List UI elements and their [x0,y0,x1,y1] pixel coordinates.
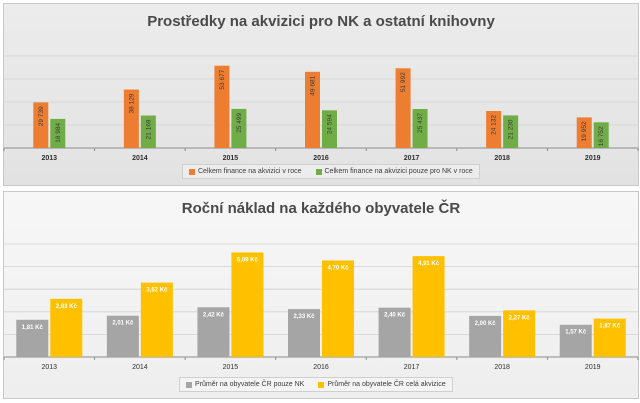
x-tick-label-2019: 2019 [585,155,601,162]
data-label-nk-only-2018: 21 230 [508,119,515,139]
funding-chart-plot: 29 739 18 984 2013 38 129 21 169 2014 53 677 25… [3,55,639,162]
x-tick-label-2019: 2019 [585,364,601,371]
data-label-total-2019: 19 952 [581,121,588,141]
legend-label-total: Celkem finance na akvizici v roce [198,168,302,175]
bar-nk-only-2018 [503,115,519,148]
bar-nk-per-capita-2013 [16,319,49,357]
x-tick-label-2017: 2017 [404,155,420,162]
data-label-all-per-capita-2013: 2,83 Kč [56,304,78,310]
x-tick-label-2017: 2017 [404,364,420,371]
data-label-all-per-capita-2018: 2,27 Kč [509,315,531,321]
data-label-all-per-capita-2014: 3,62 Kč [146,288,168,294]
data-label-total-2013: 29 739 [38,106,45,126]
legend-item-nk-only: Celkem finance na akvizici pouze pro NK … [315,168,473,175]
data-label-nk-per-capita-2017: 2,40 Kč [384,313,406,319]
data-label-all-per-capita-2019: 1,87 Kč [599,324,621,330]
data-label-nk-only-2019: 16 752 [598,126,605,146]
bar-nk-only-2016 [322,110,337,148]
bar-nk-per-capita-2015 [197,307,230,357]
bar-nk-only-2019 [593,122,609,148]
bar-all-per-capita-2015 [231,252,264,357]
x-tick-label-2016: 2016 [313,155,329,162]
x-tick-label-2015: 2015 [223,364,239,371]
bar-nk-per-capita-2016 [288,309,320,357]
bar-nk-only-2014 [140,115,156,148]
bar-nk-per-capita-2014 [106,315,139,357]
funding-chart-title: Prostředky na akvizici pro NK a ostatní … [147,13,495,30]
bar-all-per-capita-2017 [412,256,445,357]
bar-total-2017 [395,68,411,148]
data-label-nk-per-capita-2019: 1,57 Kč [565,330,587,336]
x-tick-label-2018: 2018 [494,155,510,162]
bar-all-per-capita-2014 [140,282,173,357]
data-label-total-2017: 51 992 [400,72,407,92]
bar-all-per-capita-2018 [503,310,536,357]
data-label-nk-per-capita-2015: 2,42 Kč [203,312,225,318]
data-label-all-per-capita-2017: 4,91 Kč [418,261,440,267]
data-label-nk-only-2014: 21 169 [145,119,152,139]
data-label-nk-per-capita-2014: 2,01 Kč [112,321,134,327]
bar-total-2018 [486,110,502,148]
bar-all-per-capita-2016 [322,260,354,357]
bar-all-per-capita-2019 [593,318,626,357]
bar-nk-per-capita-2017 [378,307,411,357]
bar-total-2015 [214,65,230,148]
data-label-total-2016: 49 681 [310,75,317,95]
funding-chart-legend: Celkem finance na akvizici v roce Celkem… [182,164,480,179]
x-tick-label-2015: 2015 [223,155,239,162]
legend-label-nk-only: Celkem finance na akvizici pouze pro NK … [324,168,473,175]
bar-total-2013 [33,102,49,148]
data-label-nk-per-capita-2016: 2,33 Kč [293,314,315,320]
bar-total-2016 [305,71,320,148]
data-label-nk-per-capita-2013: 1,81 Kč [22,325,44,331]
data-label-nk-only-2013: 18 984 [55,123,62,143]
data-label-total-2015: 53 677 [219,69,226,89]
x-tick-label-2013: 2013 [41,364,57,371]
x-tick-label-2014: 2014 [132,155,148,162]
bar-nk-per-capita-2019 [559,324,592,357]
legend-label-all-per-capita: Průměr na obyvatele ČR celá akvizice [327,381,446,388]
data-label-nk-only-2015: 25 499 [236,113,243,133]
x-tick-label-2013: 2013 [41,155,57,162]
data-label-nk-per-capita-2018: 2,00 Kč [475,321,497,327]
bar-nk-only-2015 [231,108,247,148]
per-capita-chart-title: Roční náklad na každého obyvatele ČR [181,200,461,217]
per-capita-chart-panel: Roční náklad na každého obyvatele ČR 1,8… [3,191,639,399]
data-label-nk-only-2016: 24 594 [327,114,334,134]
bar-nk-only-2013 [50,118,66,148]
bar-total-2019 [576,117,592,148]
legend-swatch-all-per-capita [318,381,325,388]
data-label-total-2018: 24 132 [491,115,498,135]
legend-label-nk-per-capita: Průměr na obyvatele ČR pouze NK [195,381,305,388]
per-capita-chart-legend: Průměr na obyvatele ČR pouze NK Průměr n… [179,377,453,392]
data-label-all-per-capita-2015: 5,09 Kč [237,257,259,263]
legend-item-nk-per-capita: Průměr na obyvatele ČR pouze NK [186,381,304,388]
legend-swatch-nk-only [315,168,322,175]
x-tick-label-2014: 2014 [132,364,148,371]
data-label-all-per-capita-2016: 4,70 Kč [327,265,349,271]
bar-all-per-capita-2013 [50,298,83,357]
x-tick-label-2016: 2016 [313,364,329,371]
x-tick-label-2018: 2018 [494,364,510,371]
legend-swatch-total [189,168,195,175]
legend-item-all-per-capita: Průměr na obyvatele ČR celá akvizice [318,381,446,388]
bar-nk-per-capita-2018 [469,315,502,357]
legend-swatch-nk-per-capita [186,381,192,388]
bar-nk-only-2017 [412,108,428,148]
funding-chart-panel: Prostředky na akvizici pro NK a ostatní … [3,3,639,186]
data-label-nk-only-2017: 25 437 [417,113,424,133]
legend-item-total: Celkem finance na akvizici v roce [189,168,302,175]
bar-total-2014 [123,89,139,148]
data-label-total-2014: 38 129 [128,93,135,113]
per-capita-chart-plot: 1,81 Kč 2,83 Kč 2013 2,01 Kč 3,62 Kč 2014 2,42… [3,243,639,371]
